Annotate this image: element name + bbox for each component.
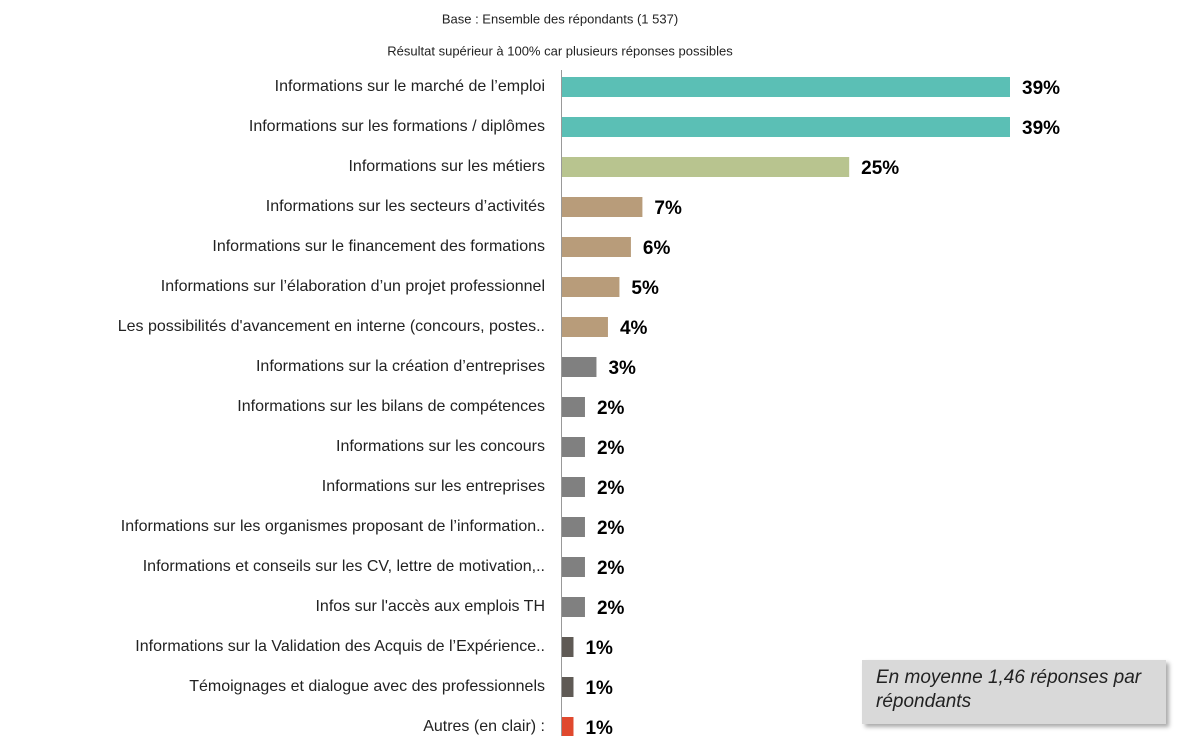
value-label: 1% — [585, 638, 613, 659]
value-label: 2% — [597, 478, 625, 499]
category-label: Informations sur les formations / diplôm… — [249, 118, 545, 135]
category-label: Infos sur l'accès aux emplois TH — [315, 598, 545, 615]
category-label: Informations sur les métiers — [348, 158, 545, 175]
subtitle: Résultat supérieur à 100% car plusieurs … — [387, 43, 733, 58]
bar — [562, 477, 585, 497]
category-label: Informations sur les concours — [336, 438, 545, 455]
value-label: 4% — [620, 318, 648, 339]
value-label: 2% — [597, 398, 625, 419]
category-label: Informations sur la création d’entrepris… — [256, 358, 545, 375]
bar — [562, 717, 574, 736]
category-label: Témoignages et dialogue avec des profess… — [189, 678, 545, 695]
value-label: 2% — [597, 518, 625, 539]
value-label: 7% — [654, 198, 682, 219]
value-label: 1% — [585, 678, 613, 699]
subtitle: Base : Ensemble des répondants (1 537) — [442, 11, 678, 26]
value-label: 39% — [1022, 118, 1060, 139]
bar — [562, 157, 850, 177]
bar — [562, 637, 574, 657]
annotation: En moyenne 1,46 réponses par répondants — [862, 660, 1166, 724]
value-label: 5% — [631, 278, 659, 299]
category-label: Les possibilités d'avancement en interne… — [118, 318, 545, 335]
bar — [562, 117, 1010, 137]
bar — [562, 277, 620, 297]
value-label: 3% — [608, 358, 636, 379]
category-label: Informations sur le financement des form… — [212, 238, 545, 255]
value-label: 39% — [1022, 78, 1060, 99]
value-label: 25% — [861, 158, 899, 179]
category-label: Informations sur les secteurs d’activité… — [266, 198, 545, 215]
category-label: Informations sur les entreprises — [322, 478, 545, 495]
bar — [562, 197, 643, 217]
category-label: Informations sur la Validation des Acqui… — [135, 638, 545, 655]
bar — [562, 677, 574, 697]
category-label: Informations sur les organismes proposan… — [121, 518, 545, 535]
category-label: Autres (en clair) : — [423, 718, 545, 735]
category-label: Informations sur l’élaboration d’un proj… — [161, 278, 545, 295]
bar — [562, 517, 585, 537]
bar — [562, 557, 585, 577]
category-label: Informations et conseils sur les CV, let… — [143, 558, 545, 575]
bar — [562, 77, 1010, 97]
value-label: 6% — [643, 238, 671, 259]
category-label: Informations sur le marché de l’emploi — [275, 78, 545, 95]
bar — [562, 397, 585, 417]
value-label: 2% — [597, 438, 625, 459]
bar — [562, 317, 608, 337]
value-label: 2% — [597, 598, 625, 619]
bar — [562, 357, 597, 377]
bar — [562, 597, 585, 617]
value-label: 2% — [597, 558, 625, 579]
bar — [562, 237, 631, 257]
category-label: Informations sur les bilans de compétenc… — [237, 398, 545, 415]
bar — [562, 437, 585, 457]
value-label: 1% — [585, 718, 613, 736]
